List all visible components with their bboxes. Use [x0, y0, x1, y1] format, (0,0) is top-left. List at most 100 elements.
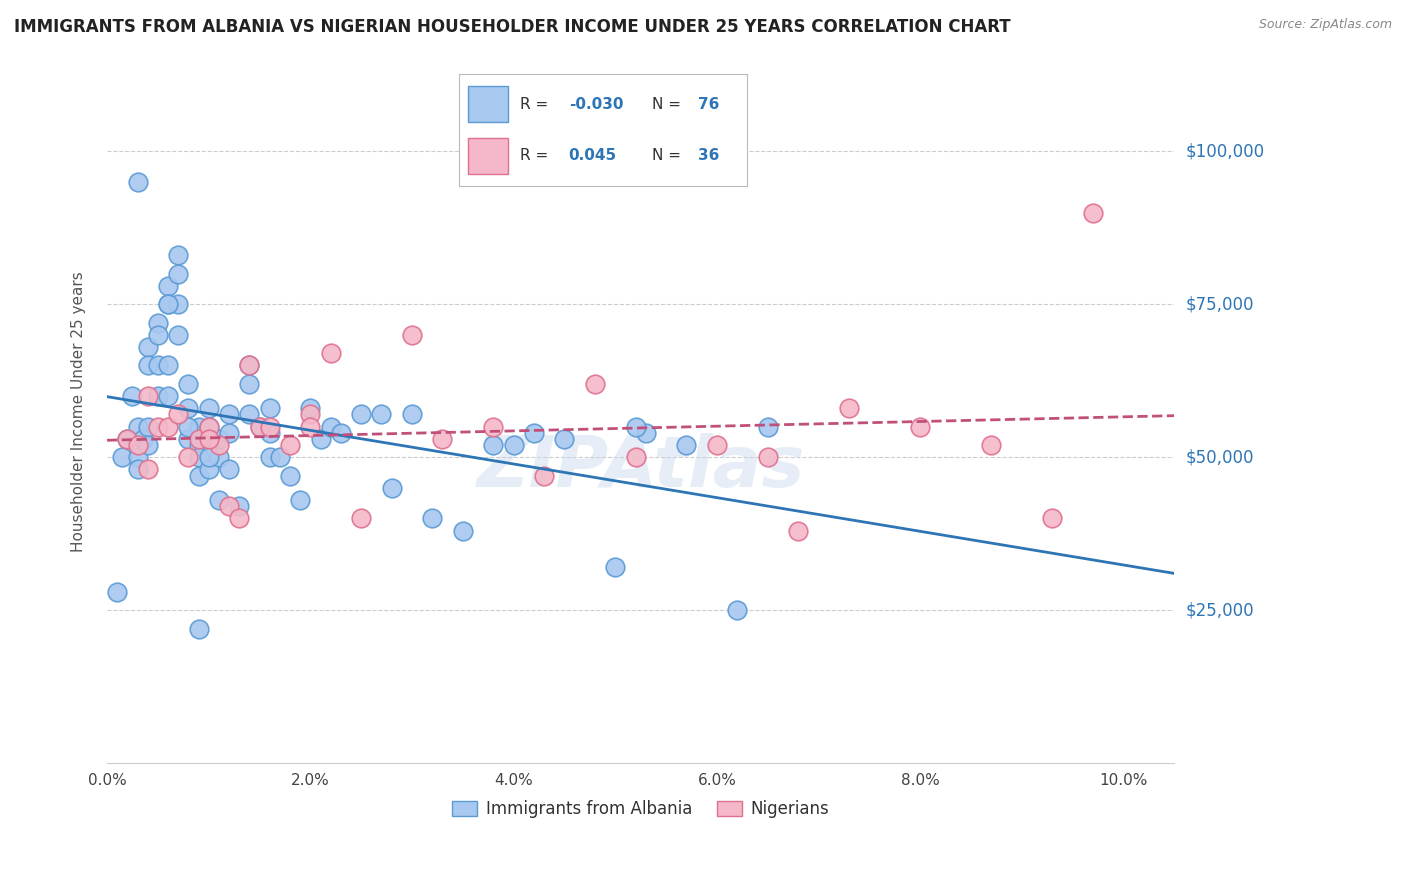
Text: IMMIGRANTS FROM ALBANIA VS NIGERIAN HOUSEHOLDER INCOME UNDER 25 YEARS CORRELATIO: IMMIGRANTS FROM ALBANIA VS NIGERIAN HOUS… — [14, 18, 1011, 36]
Point — [624, 450, 647, 465]
Point — [157, 297, 180, 311]
Point — [1040, 511, 1063, 525]
Point — [208, 450, 231, 465]
Point — [197, 450, 219, 465]
Point — [756, 450, 779, 465]
Point — [278, 468, 301, 483]
Point — [725, 603, 748, 617]
Point — [259, 425, 281, 440]
Point — [218, 462, 240, 476]
Text: $100,000: $100,000 — [1185, 143, 1264, 161]
Point — [187, 468, 209, 483]
Point — [136, 462, 159, 476]
Legend: Immigrants from Albania, Nigerians: Immigrants from Albania, Nigerians — [446, 794, 835, 825]
Point — [370, 408, 392, 422]
Point — [136, 438, 159, 452]
Point — [136, 389, 159, 403]
Point — [278, 438, 301, 452]
Point — [167, 248, 190, 262]
Point — [208, 432, 231, 446]
Point — [350, 511, 373, 525]
Point — [238, 359, 260, 373]
Point — [218, 499, 240, 513]
Point — [908, 419, 931, 434]
Text: $25,000: $25,000 — [1185, 601, 1254, 619]
Point — [127, 450, 149, 465]
Point — [177, 376, 200, 391]
Point — [259, 401, 281, 416]
Point — [127, 419, 149, 434]
Point — [187, 450, 209, 465]
Point — [980, 438, 1002, 452]
Point — [187, 438, 209, 452]
Point — [228, 499, 250, 513]
Point — [482, 419, 505, 434]
Point — [111, 450, 134, 465]
Point — [157, 419, 180, 434]
Point — [350, 408, 373, 422]
Point — [187, 432, 209, 446]
Point — [228, 511, 250, 525]
Point — [259, 419, 281, 434]
Point — [208, 493, 231, 508]
Point — [787, 524, 810, 538]
Point — [177, 419, 200, 434]
Point — [127, 438, 149, 452]
Point — [157, 297, 180, 311]
Point — [706, 438, 728, 452]
Point — [420, 511, 443, 525]
Point — [146, 359, 169, 373]
Point — [238, 359, 260, 373]
Point — [299, 401, 322, 416]
Point — [259, 450, 281, 465]
Point — [177, 432, 200, 446]
Point — [583, 376, 606, 391]
Point — [401, 327, 423, 342]
Text: $50,000: $50,000 — [1185, 449, 1254, 467]
Point — [299, 419, 322, 434]
Point — [121, 389, 143, 403]
Point — [177, 401, 200, 416]
Point — [197, 401, 219, 416]
Point — [624, 419, 647, 434]
Point — [381, 481, 404, 495]
Point — [309, 432, 332, 446]
Point — [197, 462, 219, 476]
Point — [451, 524, 474, 538]
Point — [432, 432, 454, 446]
Point — [146, 316, 169, 330]
Point — [157, 389, 180, 403]
Point — [299, 408, 322, 422]
Y-axis label: Householder Income Under 25 years: Householder Income Under 25 years — [72, 271, 86, 552]
Point — [634, 425, 657, 440]
Point — [117, 432, 139, 446]
Point — [187, 622, 209, 636]
Point — [218, 425, 240, 440]
Point — [208, 438, 231, 452]
Point — [553, 432, 575, 446]
Point — [319, 346, 342, 360]
Point — [187, 419, 209, 434]
Point — [136, 340, 159, 354]
Point — [146, 419, 169, 434]
Point — [146, 327, 169, 342]
Point — [249, 419, 271, 434]
Point — [401, 408, 423, 422]
Point — [269, 450, 291, 465]
Point — [105, 584, 128, 599]
Point — [502, 438, 524, 452]
Point — [167, 267, 190, 281]
Point — [167, 327, 190, 342]
Point — [136, 419, 159, 434]
Point — [218, 408, 240, 422]
Point — [197, 432, 219, 446]
Point — [127, 462, 149, 476]
Point — [329, 425, 352, 440]
Point — [197, 419, 219, 434]
Point — [605, 560, 627, 574]
Point — [157, 359, 180, 373]
Text: Source: ZipAtlas.com: Source: ZipAtlas.com — [1258, 18, 1392, 31]
Point — [197, 419, 219, 434]
Point — [482, 438, 505, 452]
Point — [127, 175, 149, 189]
